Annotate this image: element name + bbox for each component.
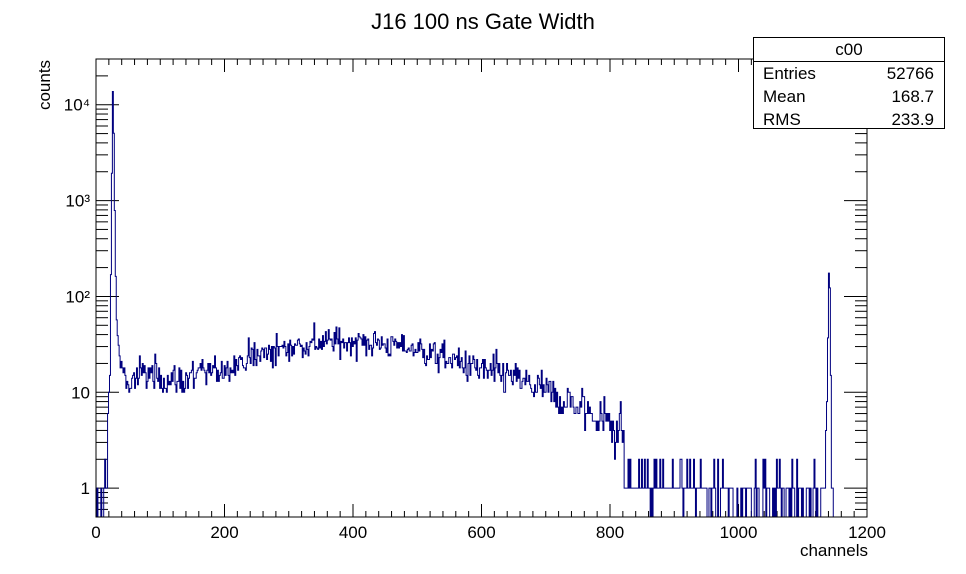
x-tick-label: 200: [210, 523, 238, 542]
stats-entries-label: Entries: [763, 64, 816, 83]
y-tick-label: 10³: [65, 192, 90, 211]
chart-title: J16 100 ns Gate Width: [371, 9, 595, 34]
y-tick-label: 1: [81, 479, 90, 498]
x-tick-label: 800: [596, 523, 624, 542]
x-tick-label: 0: [91, 523, 100, 542]
y-axis-label: counts: [35, 60, 54, 110]
stats-row-mean: Mean 168.7: [754, 85, 944, 108]
y-tick-label: 10²: [65, 287, 90, 306]
x-axis-label: channels: [800, 541, 868, 560]
stats-row-entries: Entries 52766: [754, 62, 944, 85]
stats-title: c00: [754, 38, 944, 62]
stats-box: c00 Entries 52766 Mean 168.7 RMS 233.9: [753, 37, 945, 129]
x-tick-label: 1000: [720, 523, 758, 542]
histogram-series-line: [96, 90, 837, 518]
stats-mean-label: Mean: [763, 87, 806, 106]
stats-rms-label: RMS: [763, 110, 801, 129]
stats-rms-value: 233.9: [891, 110, 934, 129]
plot-frame: [95, 58, 868, 518]
x-tick-label: 1200: [848, 523, 886, 542]
stats-row-rms: RMS 233.9: [754, 108, 944, 131]
stats-mean-value: 168.7: [891, 87, 934, 106]
y-tick-label: 10: [71, 383, 90, 402]
y-tick-label: 10⁴: [64, 96, 90, 115]
stats-entries-value: 52766: [886, 64, 934, 83]
x-tick-label: 400: [339, 523, 367, 542]
x-tick-label: 600: [467, 523, 495, 542]
